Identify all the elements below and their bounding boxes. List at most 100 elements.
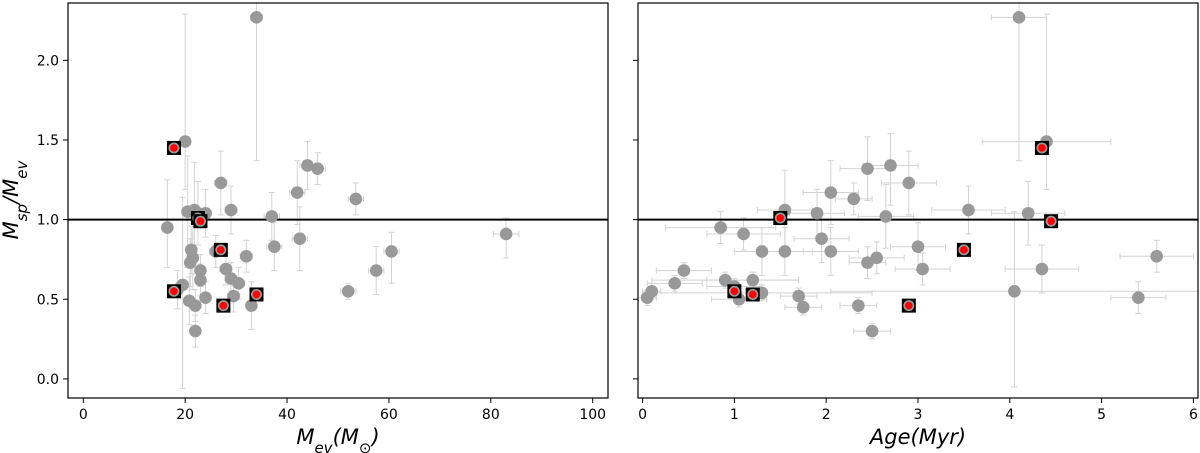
point-layer <box>640 11 1163 338</box>
data-point <box>847 192 861 206</box>
highlight-dot <box>748 290 757 299</box>
data-point <box>645 284 659 298</box>
data-point <box>746 273 760 287</box>
data-point <box>778 245 792 258</box>
data-point <box>385 245 398 258</box>
data-point <box>718 273 732 287</box>
data-point <box>677 264 691 277</box>
data-point <box>194 264 207 277</box>
y-axis-ticks <box>633 59 638 380</box>
error-bar <box>981 13 1112 190</box>
data-point <box>865 324 879 338</box>
data-point <box>232 277 245 290</box>
data-point <box>792 289 805 303</box>
highlighted-point <box>249 287 264 302</box>
data-point <box>199 291 212 304</box>
x-axis-label: Mev(M⊙) <box>296 425 379 453</box>
axis-label-part: ev <box>314 439 333 453</box>
data-point <box>911 240 925 253</box>
plot-frame <box>67 2 609 399</box>
data-point <box>815 232 828 246</box>
highlighted-point <box>745 287 760 302</box>
x-tick-label: 0 <box>638 407 647 423</box>
data-point <box>879 210 893 223</box>
highlighted-point <box>956 242 971 257</box>
error-bar <box>706 217 781 251</box>
data-point <box>369 264 383 277</box>
error-bar <box>990 3 1048 162</box>
highlight-dot <box>170 144 178 152</box>
data-point <box>341 284 355 298</box>
data-point <box>265 210 279 223</box>
data-point <box>219 262 233 276</box>
data-point <box>349 192 363 206</box>
data-point <box>189 299 202 312</box>
x-tick-label: 2 <box>822 407 831 423</box>
x-tick-label: 80 <box>482 407 500 423</box>
data-point <box>810 206 824 220</box>
errorbar-layer <box>637 3 1199 388</box>
y-tick-label: 0.5 <box>37 292 59 308</box>
data-point <box>214 176 228 190</box>
data-point <box>194 273 207 287</box>
x-tick-label: 40 <box>278 407 296 423</box>
data-point <box>714 221 727 234</box>
errorbar-layer <box>161 3 520 389</box>
axis-label-part: M <box>0 221 23 239</box>
data-point <box>916 262 929 276</box>
highlighted-point <box>1034 140 1049 155</box>
data-point <box>245 299 258 312</box>
highlight-dot <box>217 246 225 254</box>
plot-frame <box>637 2 1199 399</box>
data-point <box>755 245 769 258</box>
error-bar <box>249 3 264 162</box>
highlight-layer <box>166 140 264 313</box>
data-point <box>178 135 192 148</box>
x-axis-ticks: 0 1 2 3 4 5 6 <box>638 398 1198 423</box>
highlighted-point <box>213 242 228 257</box>
data-point <box>737 227 750 241</box>
axis-label-part: /M <box>0 179 23 206</box>
data-point <box>852 299 865 312</box>
data-point <box>311 162 324 175</box>
highlight-dot <box>960 246 968 254</box>
x-tick-label: 5 <box>1097 407 1106 423</box>
data-point <box>186 251 200 265</box>
data-point <box>824 186 838 199</box>
highlight-dot <box>219 301 228 310</box>
data-point <box>240 249 253 263</box>
axis-label-part: M <box>296 425 314 449</box>
data-point <box>1132 291 1145 304</box>
data-point <box>293 232 307 246</box>
highlighted-point <box>727 284 742 299</box>
y-axis-label: Msp/Mev <box>0 159 31 239</box>
y-axis-ticks: 0.0 0.5 1.0 1.5 2.0 <box>37 53 68 388</box>
point-layer <box>161 11 513 338</box>
axis-label-part: (M <box>333 425 359 449</box>
data-point <box>1035 262 1049 276</box>
data-point <box>861 162 874 175</box>
error-bar <box>179 13 191 190</box>
highlighted-point <box>1044 214 1059 229</box>
data-point <box>1012 11 1026 24</box>
x-axis-ticks: 0 20 40 60 80 100 <box>79 398 606 423</box>
data-point <box>796 300 810 314</box>
y-tick-label: 0.0 <box>37 372 59 388</box>
axis-label-part: sp <box>13 204 31 221</box>
highlight-dot <box>1038 144 1046 152</box>
x-axis-label: Age(Myr) <box>868 425 966 449</box>
data-point <box>301 159 314 172</box>
x-tick-label: 6 <box>1189 407 1198 423</box>
x-tick-label: 60 <box>380 407 398 423</box>
data-point <box>161 221 174 234</box>
data-point <box>250 11 263 24</box>
panel-age: 0 1 2 3 4 5 6 Age(Myr) <box>633 2 1199 449</box>
y-tick-label: 1.5 <box>37 133 59 149</box>
highlight-dot <box>776 214 785 222</box>
highlighted-point <box>216 298 231 313</box>
data-point <box>1008 284 1021 298</box>
highlighted-point <box>901 298 916 313</box>
highlighted-point <box>193 214 208 229</box>
panel-mass: 0 20 40 60 80 100 0.00.51.01.52.0 Mev(M⊙) Msp… <box>0 2 609 453</box>
